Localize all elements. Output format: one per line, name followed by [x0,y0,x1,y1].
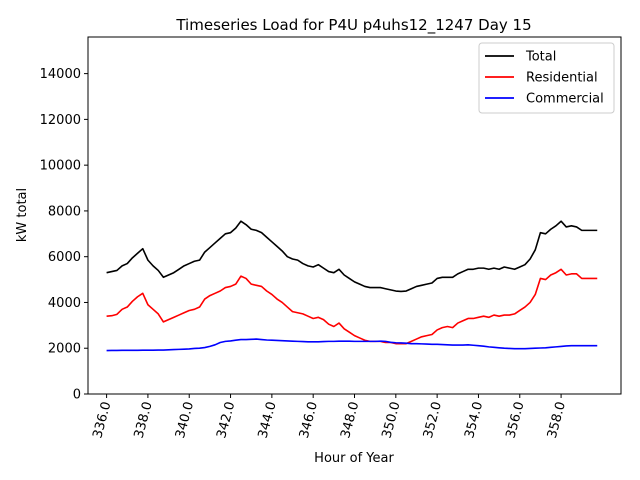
y-tick-label: 14000 [40,67,81,82]
y-tick-label: 6000 [48,250,81,265]
series-line-residential [106,268,598,345]
x-tick-label: 342.0 [214,400,238,440]
x-tick-label: 344.0 [256,400,280,440]
y-tick-label: 4000 [48,296,81,311]
y-tick-label: 10000 [40,159,81,174]
series-layer [106,220,598,352]
x-axis: 336.0 338.0 340.0 342.0 344.0 346.0 348.0 350.0… [90,394,569,440]
y-tick-label: 2000 [48,342,81,357]
x-tick-label: 352.0 [421,400,445,440]
x-tick-label: 336.0 [90,400,114,440]
legend: Total Residential Commercial [478,42,615,114]
x-axis-label: Hour of Year [314,451,394,466]
series-line-total [106,220,598,293]
legend-label-commercial: Commercial [526,92,604,107]
y-tick-label: 0 [73,388,81,403]
legend-label-residential: Residential [526,71,598,86]
chart-title: Timeseries Load for P4U p4uhs12_1247 Day… [175,16,531,35]
x-tick-label: 346.0 [297,400,321,440]
y-tick-label: 12000 [40,113,81,128]
x-tick-label: 348.0 [338,400,362,440]
x-tick-label: 350.0 [380,400,404,440]
legend-box [478,42,615,114]
legend-label-total: Total [525,50,556,65]
x-tick-label: 340.0 [173,400,197,440]
x-tick-label: 356.0 [504,400,528,440]
y-axis-label: kW total [15,188,30,242]
y-tick-label: 8000 [48,204,81,219]
x-tick-label: 338.0 [132,400,156,440]
series-line-commercial [106,338,598,352]
x-tick-label: 354.0 [462,400,486,440]
x-tick-label: 358.0 [545,400,569,440]
y-axis: 0 2000 4000 6000 8000 10000 12000 14000 [40,67,88,403]
